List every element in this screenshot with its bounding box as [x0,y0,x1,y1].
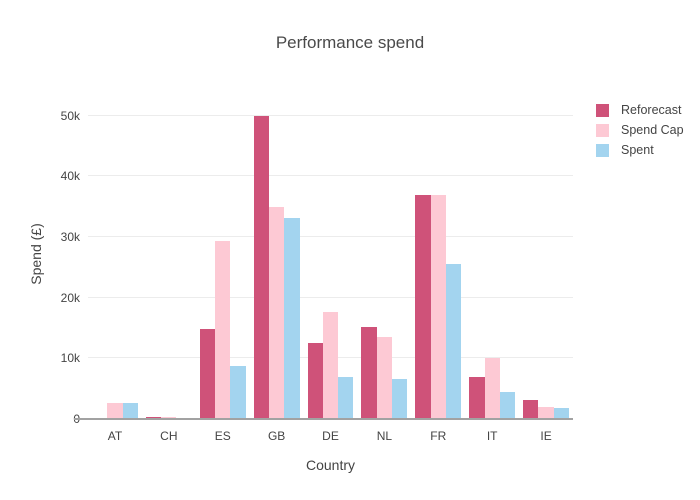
y-tick-label: 40k [60,169,80,184]
gridline [88,114,573,116]
x-tick-label-ch: CH [160,429,178,443]
y-tick-label: 10k [60,351,80,366]
bar-it-reforecast [469,376,485,419]
legend-item-spent[interactable]: Spent [596,143,684,157]
bar-group-fr: FR [411,89,465,443]
x-tick-label-fr: FR [430,429,447,443]
x-tick-label-es: ES [214,429,231,443]
bar-fr-spend-cap [430,194,446,419]
x-tick-label-ie: IE [540,429,552,443]
bar-ch-reforecast [145,416,162,419]
gridline [88,236,573,238]
bar-group-nl: NL [357,89,411,443]
gridline [88,175,573,177]
legend-label: Spent [621,143,654,157]
bar-groups: AT CH ES GB DE NL FR IT IE [88,89,573,443]
legend-label: Spend Cap [621,123,684,137]
bar-de-spent [338,376,354,419]
x-axis-line [74,418,573,420]
y-axis-title: Spend (£) [28,223,44,285]
chart-title: Performance spend [275,33,425,52]
bar-nl-spend-cap [376,337,393,419]
bar-es-reforecast [199,329,216,419]
bar-de-spend-cap [322,311,339,419]
legend-label: Reforecast [621,103,682,117]
bar-fr-reforecast [415,194,431,419]
legend-swatch-icon [596,143,609,157]
bar-group-ie: IE [519,89,573,443]
y-tick-label: 50k [60,108,80,123]
bar-it-spend-cap [484,358,500,419]
bar-gb-reforecast [253,115,269,419]
legend: Reforecast Spend Cap Spent [596,103,684,163]
legend-swatch-icon [596,123,609,137]
y-tick-label: 30k [60,230,80,245]
x-axis-title: Country [305,457,356,473]
bar-de-reforecast [307,343,323,419]
bar-gb-spend-cap [268,206,285,419]
legend-item-reforecast[interactable]: Reforecast [596,103,684,117]
bar-ie-reforecast [523,400,539,419]
bar-nl-reforecast [361,326,377,419]
bar-group-es: ES [196,89,250,443]
bar-group-it: IT [465,89,519,443]
x-tick-label-at: AT [107,429,123,443]
gridline [88,296,573,298]
bar-es-spend-cap [215,240,231,419]
bar-group-at: AT [88,89,142,443]
legend-item-spend-cap[interactable]: Spend Cap [596,123,684,137]
bar-group-gb: GB [250,89,304,443]
bar-fr-spent [445,263,462,419]
bar-it-spent [499,392,516,419]
x-tick-label-it: IT [486,429,498,443]
bar-at-spent [122,403,138,419]
legend-swatch-icon [596,103,609,117]
x-tick-label-de: DE [322,429,339,443]
bar-ie-spend-cap [538,406,554,419]
bar-ie-spent [553,408,570,419]
bar-es-spent [230,365,246,419]
x-tick-label-gb: GB [267,429,286,443]
bar-gb-spent [284,217,300,419]
bar-nl-spent [392,378,408,419]
bar-group-ch: CH [142,89,196,443]
y-tick-label: 20k [60,290,80,305]
bar-group-de: DE [304,89,358,443]
x-tick-label-nl: NL [376,429,393,443]
bar-at-spend-cap [107,403,123,419]
